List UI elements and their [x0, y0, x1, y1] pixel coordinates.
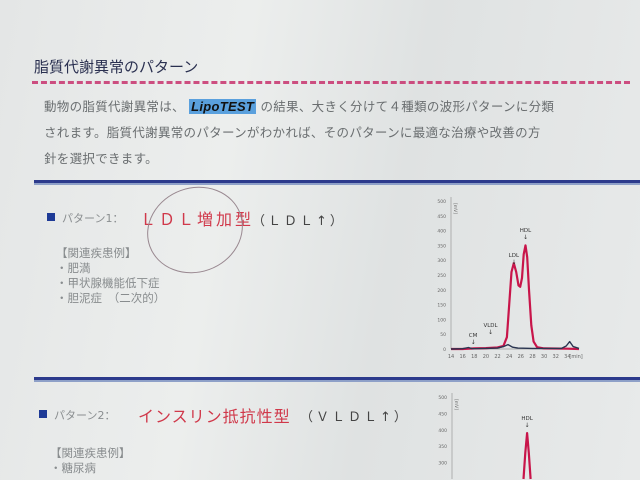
- peak-label: CM: [469, 333, 478, 339]
- section-title: 脂質代謝異常のパターン: [34, 58, 199, 76]
- related-item: ・甲状腺機能低下症: [56, 276, 160, 290]
- x-axis-label: [min]: [569, 354, 582, 360]
- blue-rule: [34, 377, 640, 380]
- pattern-code: （ＶＬＤＬ↑）: [300, 410, 410, 425]
- paragraph-line-3: 針を選択できます。: [44, 151, 158, 166]
- peak-label: LDL: [509, 253, 520, 259]
- y-tick-label: 350: [437, 243, 446, 249]
- y-tick-label: 350: [438, 444, 447, 450]
- text: の結果、大きく分けて４種類の波形パターンに分類: [260, 99, 555, 114]
- blue-rule: [34, 180, 640, 183]
- x-tick-label: 22: [494, 354, 500, 360]
- pattern-label: パターン1：: [62, 212, 124, 225]
- y-tick-label: 250: [437, 273, 446, 279]
- y-tick-label: 500: [438, 395, 447, 401]
- related-diseases: 【関連疾患例】 ・糖尿病: [50, 446, 131, 476]
- peak-label: HDL: [520, 228, 532, 234]
- related-item: ・胆泥症 （二次的）: [56, 291, 166, 305]
- arrow-down-icon: ↓: [471, 339, 476, 346]
- paragraph-line-2: されます。脂質代謝異常のパターンがわかれば、そのパターンに最適な治療や改善の方: [44, 125, 541, 140]
- related-item: ・糖尿病: [50, 461, 96, 475]
- peak-label: VLDL: [483, 323, 498, 329]
- y-tick-label: 400: [437, 229, 446, 235]
- x-tick-label: 20: [483, 354, 489, 360]
- y-tick-label: 400: [438, 428, 447, 434]
- paragraph-line-1: 動物の脂質代謝異常は、 LipoTEST の結果、大きく分けて４種類の波形パター…: [44, 96, 554, 115]
- arrow-down-icon: ↓: [523, 234, 528, 241]
- y-tick-label: 500: [437, 199, 446, 205]
- x-tick-label: 14: [448, 354, 454, 360]
- arrow-down-icon: ↓: [488, 329, 493, 336]
- pattern-label: パターン2：: [54, 409, 116, 422]
- pattern-name: ＬＤＬ増加型: [140, 210, 255, 229]
- square-bullet-icon: [39, 410, 47, 418]
- y-tick-label: 50: [440, 332, 446, 338]
- x-tick-label: 34: [564, 354, 570, 360]
- y-tick-label: 100: [437, 317, 446, 323]
- y-tick-label: 450: [437, 214, 446, 220]
- y-tick-label: 300: [437, 258, 446, 264]
- related-heading: 【関連疾患例】: [56, 246, 137, 260]
- x-tick-label: 24: [506, 354, 512, 360]
- y-tick-label: 300: [438, 461, 447, 467]
- hand-drawn-circle: [147, 186, 243, 274]
- series-line-1: [522, 432, 532, 480]
- y-axis-label: [mV]: [452, 203, 458, 214]
- x-tick-label: 26: [518, 354, 524, 360]
- related-heading: 【関連疾患例】: [50, 446, 131, 460]
- peak-label: HDL: [521, 416, 533, 422]
- square-bullet-icon: [47, 213, 55, 221]
- related-diseases: 【関連疾患例】 ・肥満 ・甲状腺機能低下症 ・胆泥症 （二次的）: [56, 246, 165, 306]
- lipotest-logo: LipoTEST: [189, 99, 257, 114]
- x-tick-label: 30: [541, 354, 547, 360]
- arrow-down-icon: ↓: [511, 259, 516, 266]
- x-tick-label: 18: [471, 354, 477, 360]
- y-axis-label: [mV]: [453, 399, 459, 410]
- arrow-down-icon: ↓: [525, 422, 530, 429]
- pattern-code: （ＬＤＬ↑）: [252, 214, 346, 229]
- text: 動物の脂質代謝異常は、: [44, 99, 185, 114]
- section-divider: [32, 81, 630, 84]
- pattern-name: インスリン抵抗性型: [138, 407, 291, 426]
- x-tick-label: 16: [459, 354, 465, 360]
- y-tick-label: 150: [437, 303, 446, 309]
- y-tick-label: 0: [443, 347, 446, 353]
- x-tick-label: 28: [529, 354, 535, 360]
- series-line-2: [450, 340, 580, 350]
- y-tick-label: 450: [438, 411, 447, 417]
- x-tick-label: 32: [553, 354, 559, 360]
- y-tick-label: 200: [437, 288, 446, 294]
- related-item: ・肥満: [56, 261, 91, 275]
